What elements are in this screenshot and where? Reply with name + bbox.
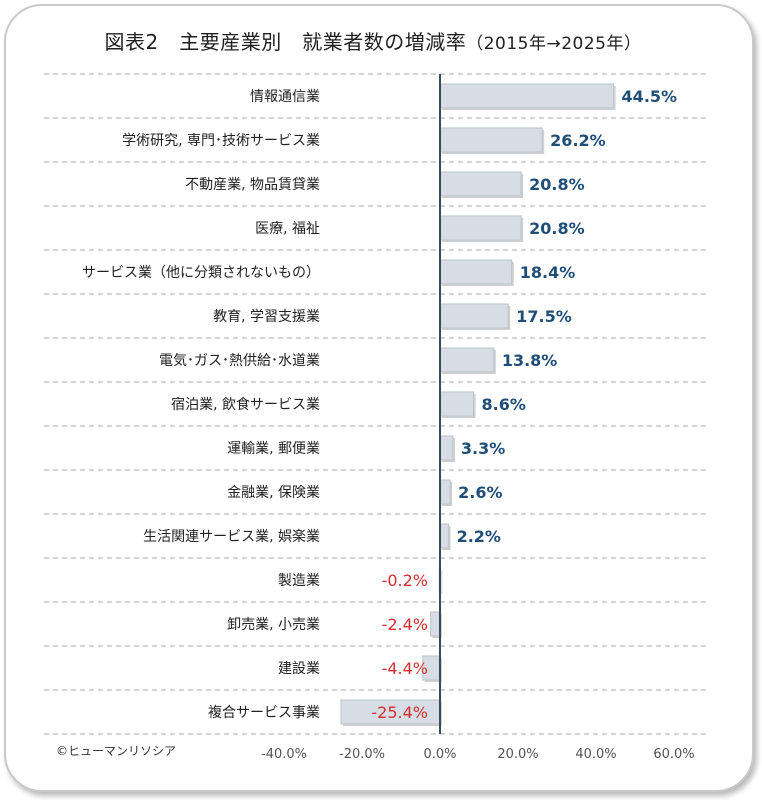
category-label: 製造業 xyxy=(278,573,320,589)
data-label: 18.4% xyxy=(520,263,576,282)
category-label: 運輸業, 郵便業 xyxy=(227,441,320,457)
category-label: 情報通信業 xyxy=(250,89,320,105)
chart-title: 図表2 主要産業別 就業者数の増減率 xyxy=(104,30,467,54)
bar xyxy=(439,435,454,461)
bar-shadow xyxy=(441,570,443,594)
chart-subtitle: （2015年→2025年） xyxy=(466,34,642,54)
bar xyxy=(439,127,543,153)
bar xyxy=(340,699,441,725)
bar xyxy=(430,611,441,637)
x-tick-label: -40.0% xyxy=(261,747,307,762)
data-label: 2.6% xyxy=(458,483,502,502)
data-label: 2.2% xyxy=(457,527,501,546)
data-label: 44.5% xyxy=(622,87,678,106)
data-label: 20.8% xyxy=(529,175,585,194)
bar xyxy=(439,171,522,197)
bar xyxy=(439,479,451,505)
category-label: 不動産業, 物品賃貸業 xyxy=(185,177,320,193)
category-label: 学術研究, 専門･技術サービス業 xyxy=(122,133,320,149)
bar xyxy=(439,259,513,285)
data-label: 20.8% xyxy=(529,219,585,238)
data-label: -2.4% xyxy=(382,615,428,634)
source-credit: ©ヒューマンリソシア xyxy=(56,744,177,758)
data-label: 3.3% xyxy=(461,439,505,458)
data-label: 26.2% xyxy=(550,131,606,150)
chart-card xyxy=(4,4,754,792)
data-label: 8.6% xyxy=(482,395,526,414)
category-label: 生活関連サービス業, 娯楽業 xyxy=(143,529,320,545)
category-label: 医療, 福祉 xyxy=(255,220,320,237)
category-label: 複合サービス事業 xyxy=(208,704,320,721)
x-tick-label: 40.0% xyxy=(575,747,616,762)
bar xyxy=(439,303,509,329)
bar xyxy=(439,215,522,241)
category-label: 建設業 xyxy=(278,661,320,677)
bar xyxy=(439,83,615,109)
data-label: -4.4% xyxy=(382,659,428,678)
category-label: 教育, 学習支援業 xyxy=(213,309,320,325)
category-label: 金融業, 保険業 xyxy=(227,485,320,501)
data-label: -25.4% xyxy=(371,703,428,722)
x-tick-label: 0.0% xyxy=(423,747,456,762)
category-label: サービス業（他に分類されないもの） xyxy=(82,265,320,281)
x-tick-label: 60.0% xyxy=(653,747,694,762)
bar xyxy=(439,391,475,417)
data-label: -0.2% xyxy=(382,571,428,590)
bar xyxy=(439,523,450,549)
category-label: 電気･ガス･熱供給･水道業 xyxy=(159,353,320,369)
category-label: 卸売業, 小売業 xyxy=(227,617,320,633)
data-label: 17.5% xyxy=(516,307,572,326)
chart-title-block: 図表2 主要産業別 就業者数の増減率（2015年→2025年） xyxy=(0,26,746,55)
data-label: 13.8% xyxy=(502,351,558,370)
x-tick-label: -20.0% xyxy=(339,747,385,762)
category-label: 宿泊業, 飲食サービス業 xyxy=(171,396,320,413)
bar xyxy=(439,347,495,373)
x-tick-label: 20.0% xyxy=(497,747,538,762)
